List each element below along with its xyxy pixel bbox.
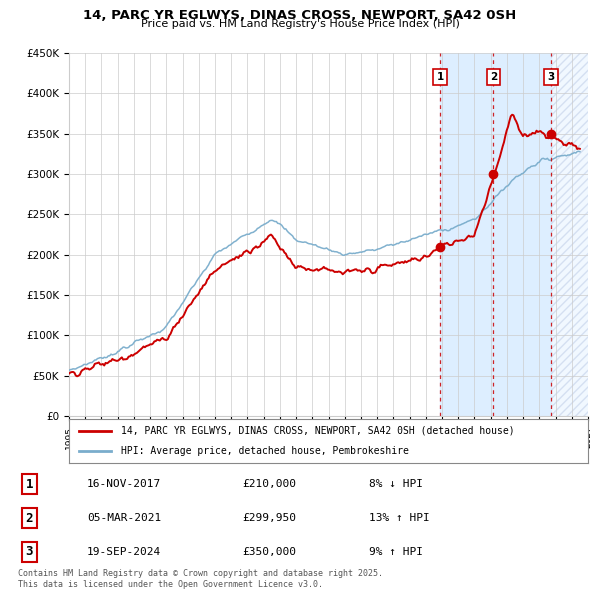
Text: Contains HM Land Registry data © Crown copyright and database right 2025.
This d: Contains HM Land Registry data © Crown c… (18, 569, 383, 589)
Text: 9% ↑ HPI: 9% ↑ HPI (369, 547, 423, 557)
Text: 14, PARC YR EGLWYS, DINAS CROSS, NEWPORT, SA42 0SH: 14, PARC YR EGLWYS, DINAS CROSS, NEWPORT… (83, 9, 517, 22)
Text: 2: 2 (26, 512, 33, 525)
Text: £299,950: £299,950 (242, 513, 296, 523)
Text: 2: 2 (490, 73, 497, 82)
Text: 05-MAR-2021: 05-MAR-2021 (87, 513, 161, 523)
Text: 8% ↓ HPI: 8% ↓ HPI (369, 479, 423, 489)
Text: 13% ↑ HPI: 13% ↑ HPI (369, 513, 430, 523)
Bar (440, 53, 551, 416)
Text: 16-NOV-2017: 16-NOV-2017 (87, 479, 161, 489)
Text: 1: 1 (26, 478, 33, 491)
Text: £210,000: £210,000 (242, 479, 296, 489)
Text: 3: 3 (547, 73, 554, 82)
Text: 3: 3 (26, 546, 33, 559)
Text: 1: 1 (436, 73, 444, 82)
Text: Price paid vs. HM Land Registry's House Price Index (HPI): Price paid vs. HM Land Registry's House … (140, 19, 460, 29)
Text: 14, PARC YR EGLWYS, DINAS CROSS, NEWPORT, SA42 0SH (detached house): 14, PARC YR EGLWYS, DINAS CROSS, NEWPORT… (121, 426, 515, 436)
Bar (551, 53, 588, 416)
Text: HPI: Average price, detached house, Pembrokeshire: HPI: Average price, detached house, Pemb… (121, 446, 409, 456)
Text: 19-SEP-2024: 19-SEP-2024 (87, 547, 161, 557)
Text: £350,000: £350,000 (242, 547, 296, 557)
